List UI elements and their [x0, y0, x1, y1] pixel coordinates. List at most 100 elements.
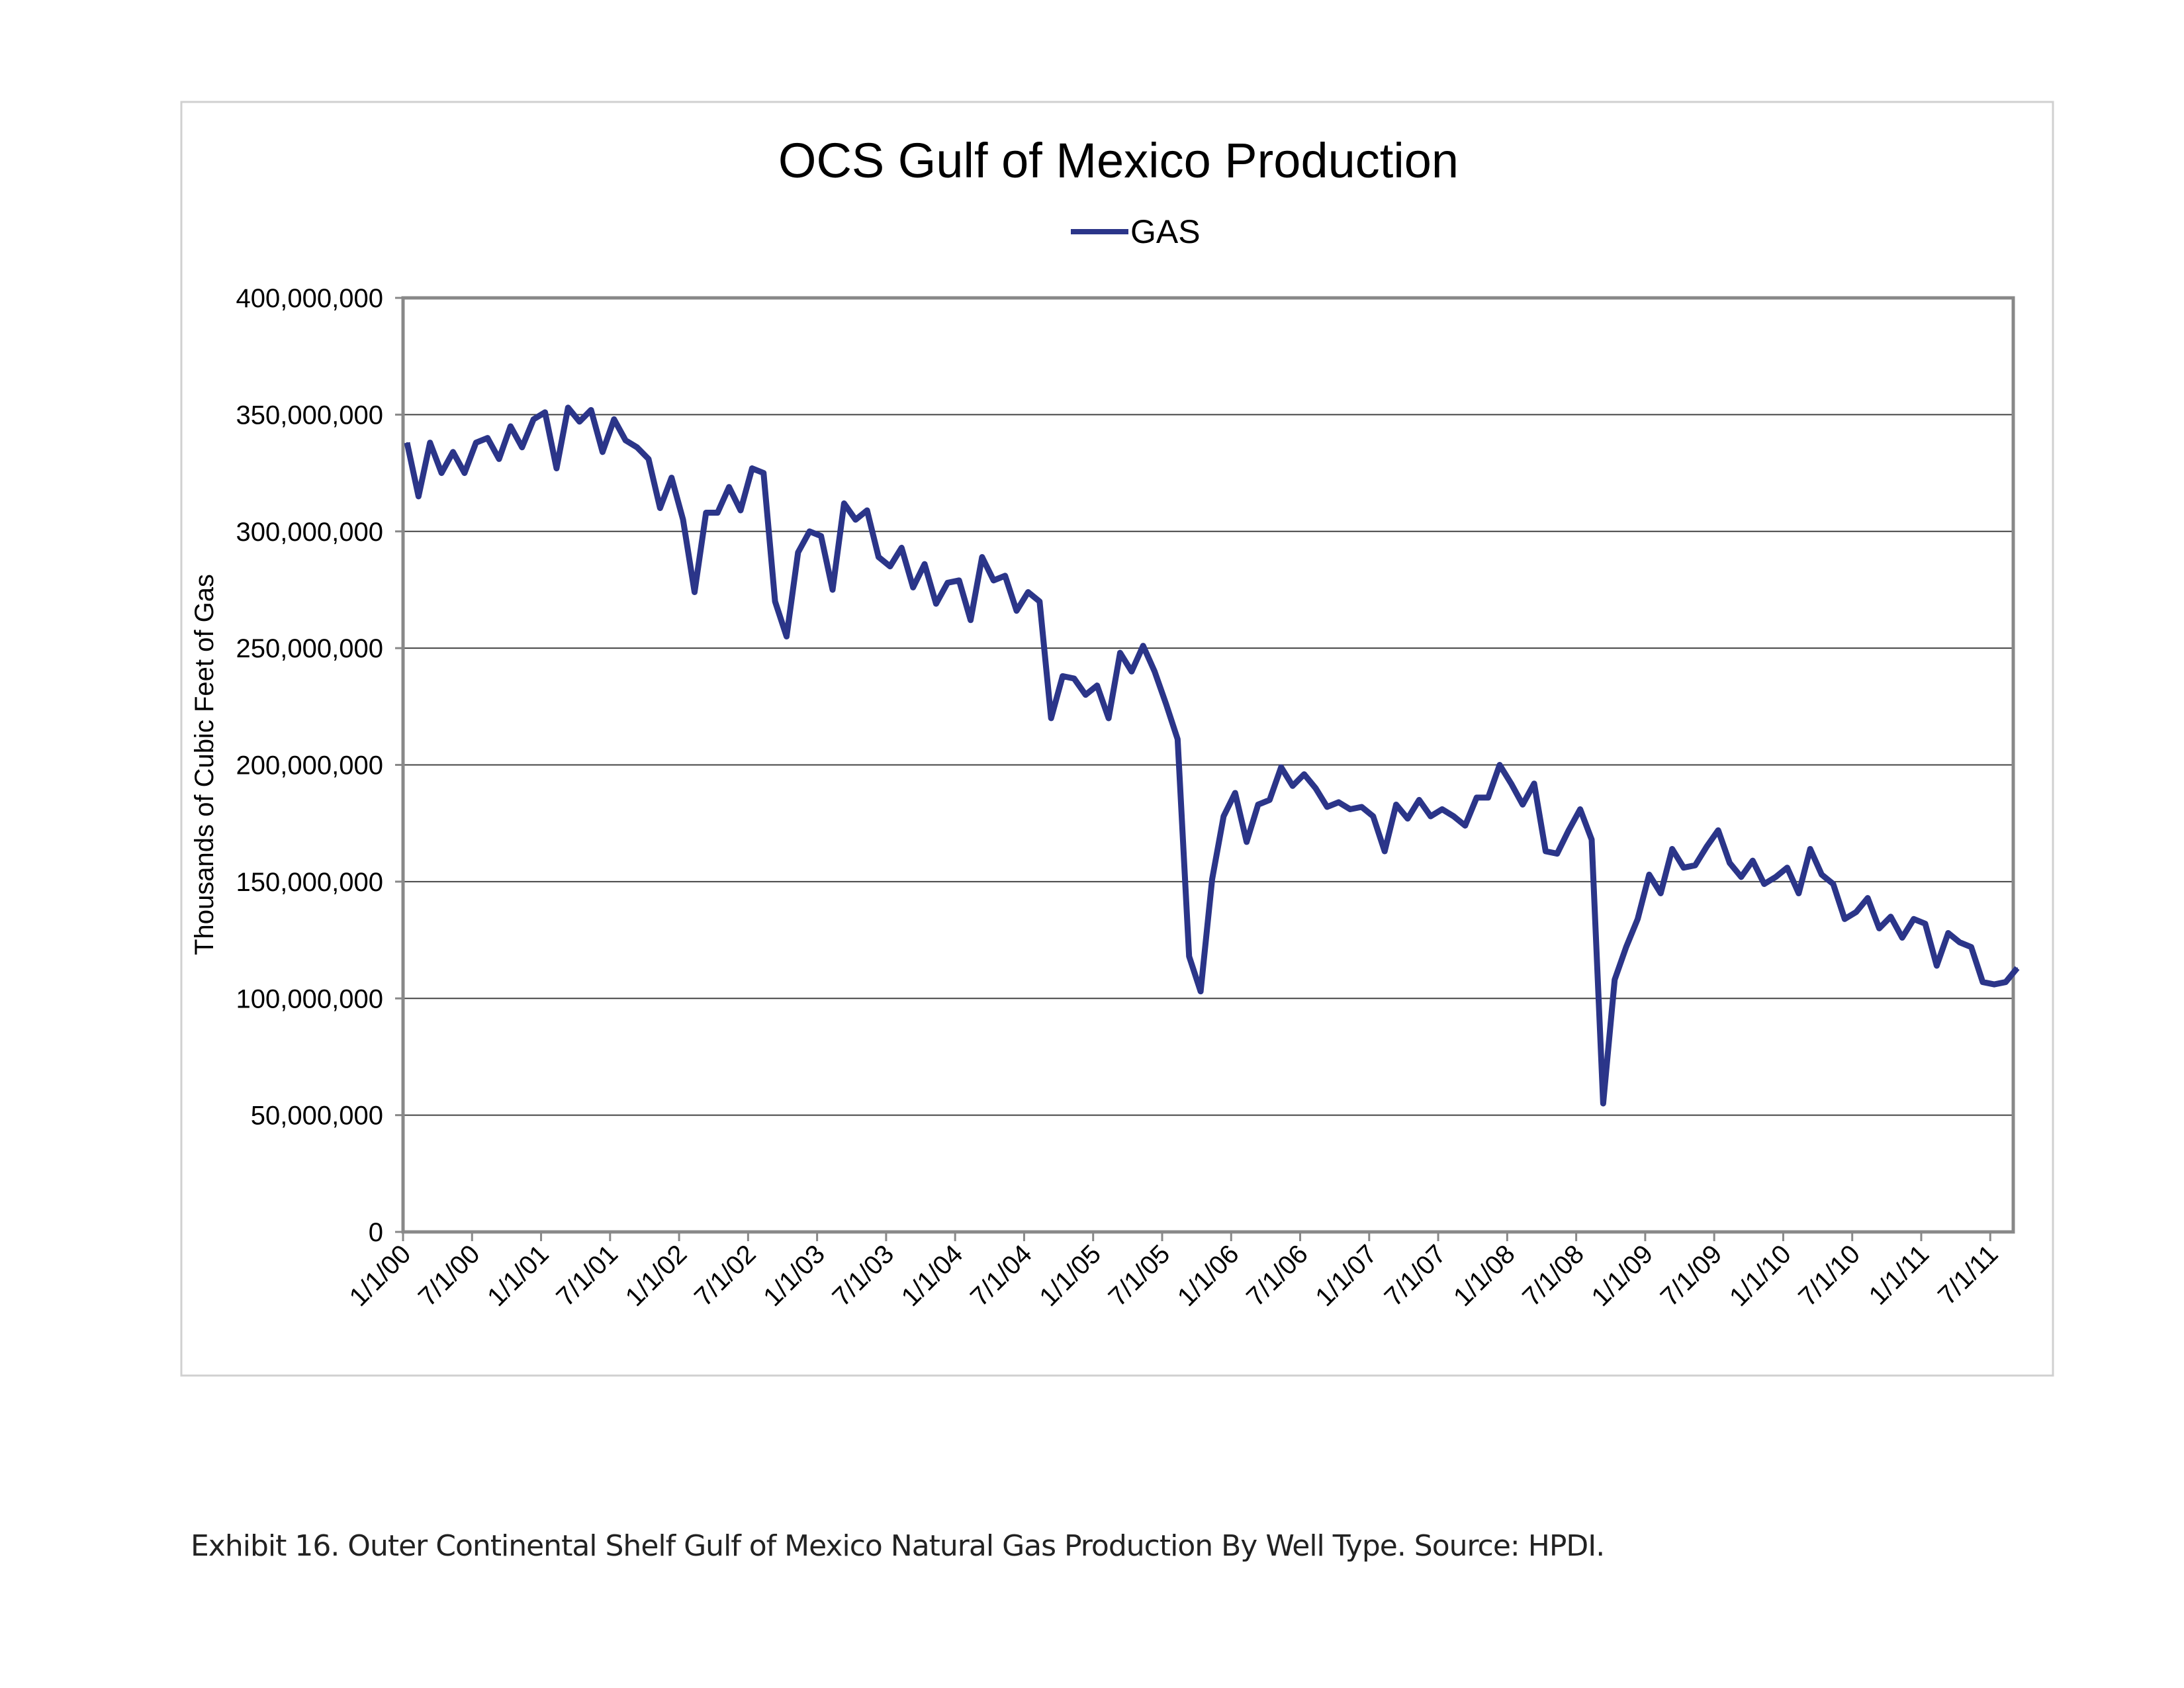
data-point	[854, 519, 856, 521]
data-point	[1361, 806, 1363, 808]
legend-label-gas: GAS	[1130, 213, 1201, 250]
data-point	[1062, 675, 1064, 677]
data-point	[1970, 946, 1972, 948]
data-point	[1142, 645, 1144, 647]
data-point	[1280, 767, 1282, 769]
data-point	[1844, 918, 1846, 920]
legend: GAS	[1071, 213, 1201, 250]
data-point	[602, 451, 604, 453]
data-point	[1050, 717, 1052, 719]
data-point	[786, 635, 788, 637]
data-point	[1085, 694, 1087, 696]
y-axis-label: Thousands of Cubic Feet of Gas	[190, 574, 219, 955]
data-point	[1671, 848, 1673, 850]
data-point	[1889, 915, 1891, 917]
data-point	[1729, 862, 1731, 864]
y-tick-label: 200,000,000	[236, 751, 383, 780]
data-point	[521, 446, 523, 448]
data-point	[1797, 892, 1799, 894]
y-tick-label: 150,000,000	[236, 868, 383, 897]
data-point	[1395, 804, 1397, 806]
data-point	[1384, 851, 1386, 853]
data-point	[1418, 799, 1420, 801]
data-point	[1211, 878, 1213, 880]
data-point	[739, 510, 741, 512]
data-point	[533, 418, 535, 420]
data-point	[889, 565, 891, 567]
data-point	[1326, 806, 1328, 808]
data-point	[1717, 829, 1719, 831]
y-tick-label: 0	[369, 1218, 383, 1247]
data-point	[1165, 703, 1167, 705]
data-point	[1993, 984, 1995, 986]
data-point	[1073, 677, 1075, 679]
data-point	[1292, 785, 1294, 787]
data-point	[406, 442, 408, 444]
data-point	[1568, 829, 1570, 831]
data-point	[1683, 867, 1685, 868]
data-point	[762, 472, 764, 474]
data-point	[1660, 892, 1662, 894]
data-point	[1625, 946, 1627, 948]
data-point	[578, 420, 580, 422]
data-point	[670, 477, 672, 479]
data-point	[1234, 792, 1236, 794]
data-point	[418, 495, 420, 497]
data-point	[1694, 865, 1696, 867]
data-point	[1602, 1102, 1604, 1104]
data-point	[843, 502, 845, 504]
data-point	[935, 603, 937, 605]
data-point	[1108, 717, 1110, 719]
data-point	[1959, 941, 1961, 943]
data-point	[1430, 816, 1432, 818]
data-point	[1154, 671, 1156, 673]
data-point	[441, 472, 443, 474]
data-point	[498, 458, 500, 460]
data-point	[1269, 799, 1271, 801]
data-point	[912, 586, 914, 588]
y-tick-label: 50,000,000	[251, 1102, 383, 1131]
data-point	[1130, 671, 1132, 673]
data-point	[1177, 738, 1179, 740]
data-point	[1901, 937, 1903, 939]
data-point	[1303, 773, 1305, 775]
data-point	[682, 519, 684, 521]
data-point	[924, 563, 926, 565]
data-point	[1556, 853, 1558, 855]
y-tick-label: 250,000,000	[236, 634, 383, 663]
data-point	[613, 418, 615, 420]
data-point	[1257, 804, 1259, 806]
data-point	[647, 458, 649, 460]
data-point	[1614, 979, 1615, 981]
data-point	[1947, 932, 1949, 934]
data-point	[1246, 841, 1248, 843]
data-point	[1545, 851, 1547, 853]
data-point	[981, 556, 983, 558]
data-point	[1752, 860, 1754, 862]
data-point	[2005, 981, 2007, 983]
data-point	[705, 512, 707, 514]
data-point	[636, 446, 638, 448]
data-point	[694, 591, 696, 593]
plot-area-border	[401, 296, 2015, 1234]
data-point	[993, 579, 995, 581]
data-point	[1487, 796, 1489, 798]
data-point	[590, 409, 592, 411]
data-point	[1119, 652, 1121, 654]
data-point	[475, 442, 477, 444]
data-point	[1188, 955, 1190, 957]
data-point	[1533, 782, 1535, 784]
data-point	[809, 530, 811, 532]
data-point	[510, 426, 512, 428]
data-point	[1027, 591, 1029, 593]
data-point	[1406, 818, 1408, 820]
y-tick-label: 350,000,000	[236, 400, 383, 430]
data-point	[901, 547, 903, 549]
data-point	[958, 579, 960, 581]
data-point	[774, 600, 776, 602]
chart-title: OCS Gulf of Mexico Production	[778, 133, 1459, 188]
y-tick-label: 400,000,000	[236, 284, 383, 313]
data-point	[452, 451, 454, 453]
data-point	[1222, 816, 1224, 818]
data-point	[1855, 911, 1857, 913]
